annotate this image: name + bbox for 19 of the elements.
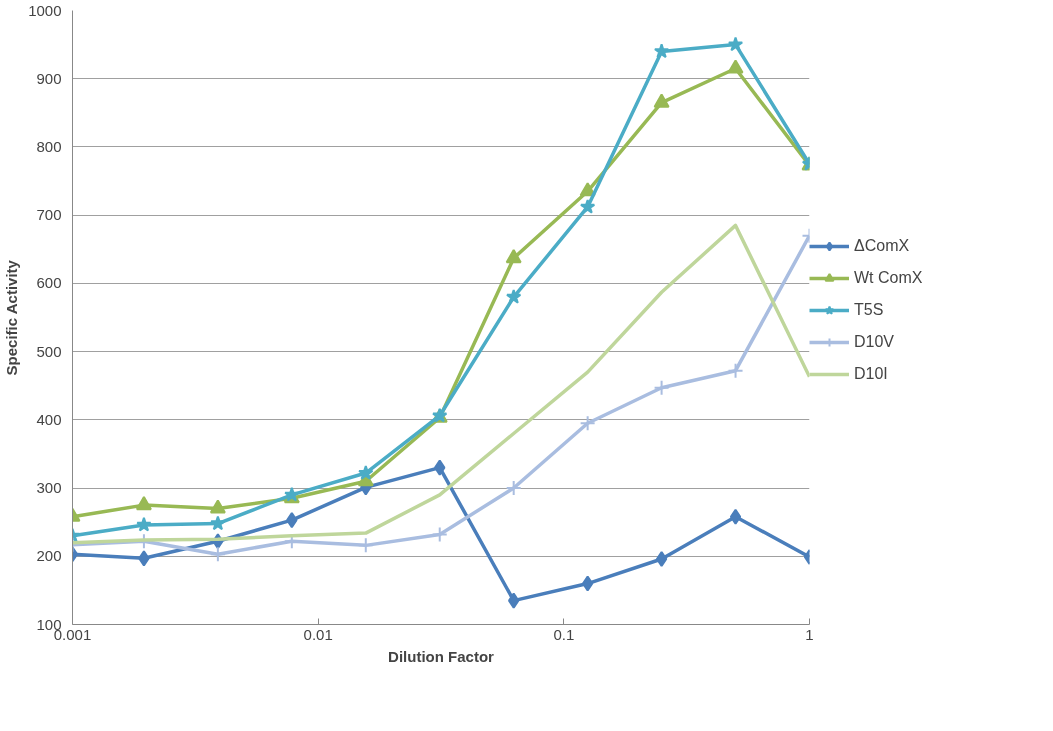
x-tick-label: 1 [805, 625, 814, 643]
y-axis-title: Specific Activity [3, 259, 21, 376]
x-tick-label: 0.1 [553, 625, 575, 643]
y-tick-label: 200 [36, 547, 62, 565]
y-tick-label: 400 [36, 410, 62, 428]
x-axis-title: Dilution Factor [388, 647, 495, 665]
legend-label: D10V [854, 333, 895, 351]
y-tick-label: 800 [36, 137, 62, 155]
x-tick-label: 0.01 [303, 625, 333, 643]
legend-label: D10I [854, 365, 888, 383]
legend-label: T5S [854, 301, 884, 319]
y-tick-label: 500 [36, 342, 62, 360]
legend-label: ΔComX [854, 237, 910, 255]
legend-label: Wt ComX [854, 269, 923, 287]
y-tick-label: 600 [36, 274, 62, 292]
y-tick-label: 700 [36, 206, 62, 224]
y-tick-label: 900 [36, 69, 62, 87]
y-tick-label: 300 [36, 479, 62, 497]
y-tick-label: 1000 [28, 1, 62, 19]
